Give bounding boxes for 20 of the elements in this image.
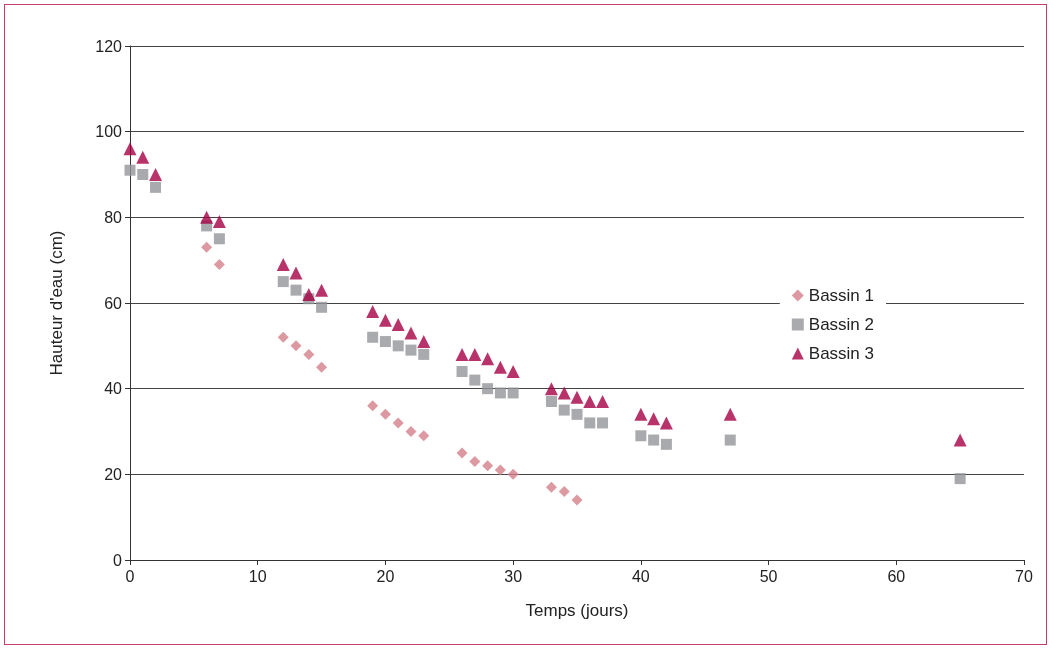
y-tick-label: 120: [95, 37, 123, 55]
legend-label: Bassin 2: [808, 315, 874, 334]
y-tick-label: 40: [104, 380, 123, 398]
legend-label: Bassin 3: [808, 344, 874, 363]
x-tick-label: 60: [887, 567, 906, 585]
legend-label: Bassin 1: [808, 286, 874, 305]
y-tick-label: 20: [104, 465, 123, 483]
y-tick-label: 80: [104, 208, 123, 226]
x-tick-label: 20: [376, 567, 395, 585]
x-tick-label: 10: [248, 567, 267, 585]
y-axis-title: Hauteur d'eau (cm): [47, 230, 66, 376]
x-tick-label: 0: [125, 567, 135, 585]
y-tick-label: 100: [95, 123, 123, 141]
x-tick-label: 70: [1015, 567, 1033, 585]
y-tick-label: 60: [104, 294, 123, 312]
x-axis-title: Temps (jours): [525, 601, 629, 620]
y-tick-label: 0: [113, 551, 123, 569]
x-tick-label: 50: [759, 567, 778, 585]
x-tick-label: 30: [504, 567, 523, 585]
x-tick-label: 40: [631, 567, 650, 585]
